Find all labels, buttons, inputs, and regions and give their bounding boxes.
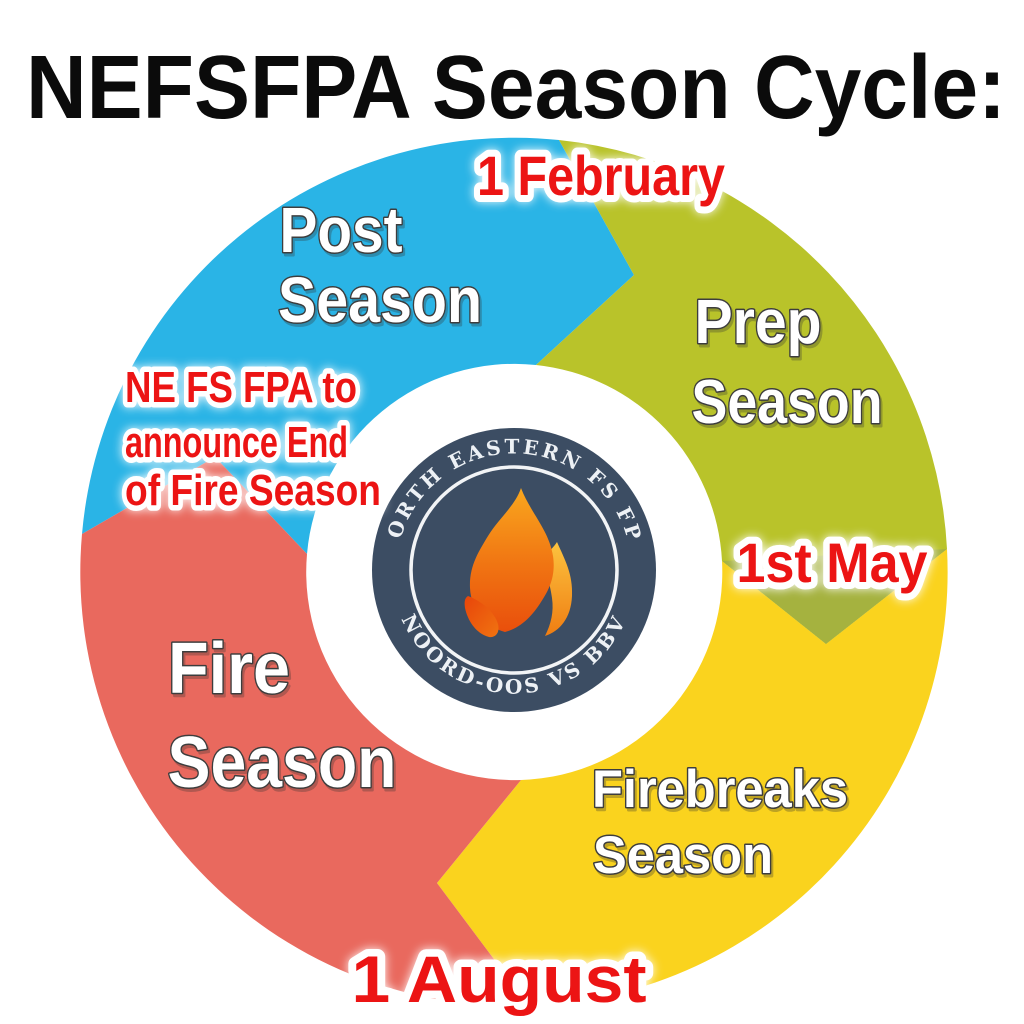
badge-ring [409, 465, 619, 675]
label-post-season-line2: Season [278, 264, 482, 336]
label-fire-season-line1: Fire [168, 629, 290, 709]
segment-post-season [82, 137, 634, 554]
transition-label-1st-may: 1st May [737, 531, 928, 594]
label-firebreaks-season-line1: Firebreaks [592, 760, 848, 819]
transition-label-end-line2: announce End [125, 418, 348, 467]
page-title: NEFSFPA Season Cycle: [26, 38, 1006, 138]
prep-arrow-icon [722, 549, 947, 644]
segment-fire-season [80, 457, 529, 1007]
transition-label-end-line1: NE FS FPA to [125, 363, 357, 412]
label-post-season-line1: Post [280, 194, 403, 266]
label-firebreaks-season-line2: Season [593, 826, 773, 885]
segment-firebreaks-season [437, 549, 948, 1006]
label-prep-season-line1: Prep [695, 288, 822, 357]
transition-label-1-february: 1 February [477, 144, 725, 207]
label-prep-season-line2: Season [692, 368, 883, 437]
segment-prep-season [536, 140, 947, 644]
flame-icon [464, 488, 573, 638]
transition-label-1-august: 1 August [352, 942, 647, 1016]
label-fire-season-line2: Season [168, 723, 397, 803]
transition-label-end-of-fire-season: NE FS FPA to announce End of Fire Season [120, 358, 387, 521]
transition-label-end-line3: of Fire Season [125, 466, 381, 515]
